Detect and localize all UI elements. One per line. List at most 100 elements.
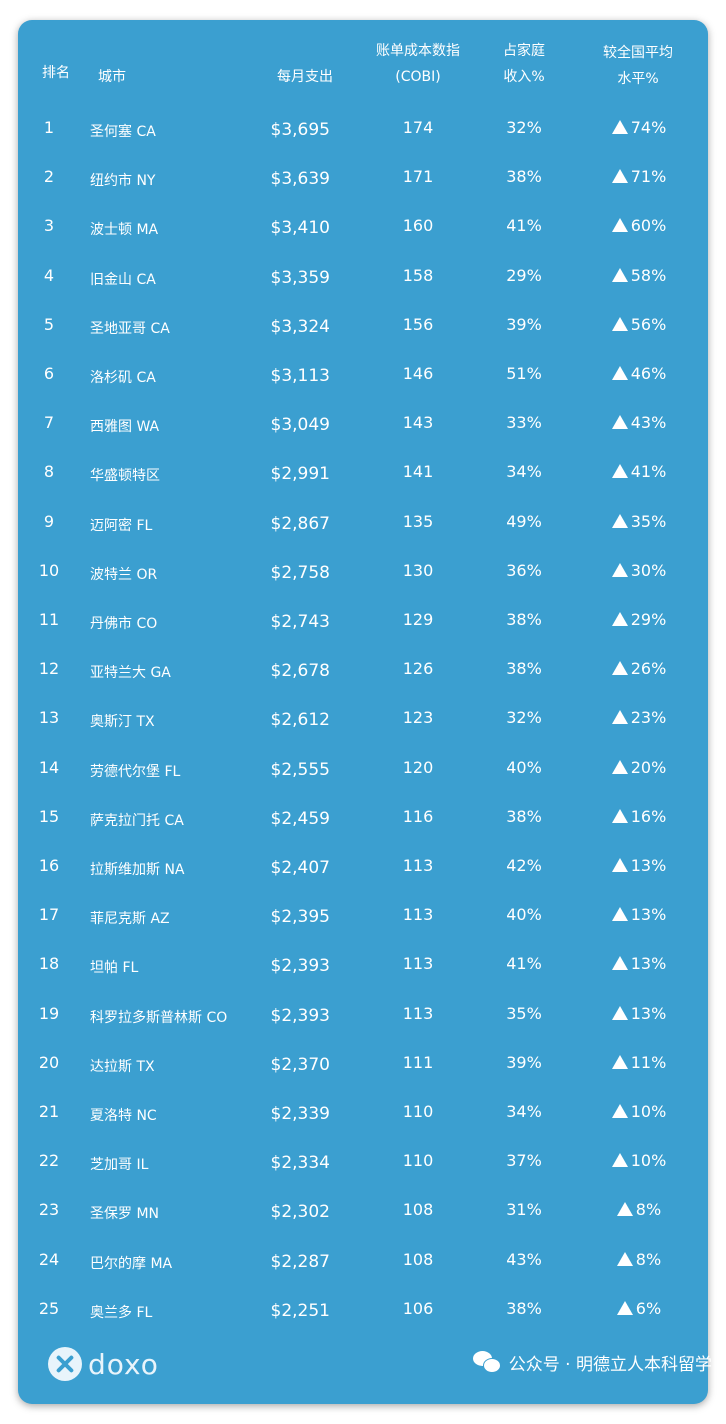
rank-cell: 8 [43, 462, 55, 481]
income-share-cell: 49% [506, 512, 542, 531]
up-triangle-icon [611, 514, 628, 528]
table-row: 7 西雅图 WA $3,049 143 33% 43% [18, 405, 708, 441]
rank-cell: 5 [43, 315, 55, 334]
vs-national-cell: 13% [582, 996, 696, 1032]
doxo-logo-icon [48, 1347, 82, 1381]
city-cell: 丹佛市 CO [90, 616, 158, 632]
table-row: 8 华盛顿特区 $2,991 141 34% 41% [18, 454, 708, 490]
rank-cell: 13 [38, 708, 60, 727]
vs-national-value: 13% [630, 856, 667, 875]
vs-national-value: 29% [630, 610, 667, 629]
table-row: 10 波特兰 OR $2,758 130 36% 30% [18, 553, 708, 589]
monthly-spend-cell: $2,991 [270, 464, 330, 484]
rank-cell: 12 [38, 659, 60, 678]
income-share-cell: 42% [506, 856, 542, 875]
cobi-cell: 129 [402, 610, 434, 629]
income-share-cell: 35% [506, 1004, 542, 1023]
vs-national-value: 41% [630, 462, 667, 481]
city-cell: 洛杉矶 CA [90, 370, 156, 386]
up-triangle-icon [611, 268, 628, 282]
vs-national-value: 56% [630, 315, 667, 334]
up-triangle-icon [616, 1252, 633, 1266]
cobi-cell: 120 [402, 758, 434, 777]
cobi-cell: 108 [402, 1250, 434, 1269]
income-share-cell: 38% [506, 1299, 542, 1318]
income-share-cell: 29% [506, 266, 542, 285]
income-share-cell: 38% [506, 610, 542, 629]
monthly-spend-cell: $3,049 [270, 415, 330, 435]
city-cell: 巴尔的摩 MA [90, 1256, 173, 1272]
rank-cell: 19 [38, 1004, 60, 1023]
city-cell: 夏洛特 NC [90, 1108, 157, 1124]
monthly-spend-cell: $2,393 [270, 956, 330, 976]
cobi-cell: 156 [402, 315, 434, 334]
city-cell: 拉斯维加斯 NA [90, 862, 185, 878]
monthly-spend-cell: $2,302 [270, 1202, 330, 1222]
income-share-cell: 34% [506, 462, 542, 481]
cobi-cell: 171 [402, 167, 434, 186]
header-city: 城市 [98, 69, 126, 85]
cost-of-bills-table: 排名 城市 每月支出 账单成本数指 (COBI) 占家庭 收入% 较全国平均 水… [18, 20, 708, 1404]
city-cell: 圣保罗 MN [90, 1206, 160, 1222]
vs-national-value: 6% [635, 1299, 662, 1318]
vs-national-value: 35% [630, 512, 667, 531]
up-triangle-icon [611, 809, 628, 823]
vs-national-cell: 29% [582, 602, 696, 638]
city-cell: 波特兰 OR [90, 567, 158, 583]
vs-national-cell: 20% [582, 750, 696, 786]
table-row: 13 奥斯汀 TX $2,612 123 32% 23% [18, 700, 708, 736]
watermark: 公众号 · 明德立人本科留学 [472, 1346, 712, 1378]
table-row: 11 丹佛市 CO $2,743 129 38% 29% [18, 602, 708, 638]
header-cobi-line1: 账单成本数指 [376, 43, 460, 59]
income-share-cell: 37% [506, 1151, 542, 1170]
table-row: 18 坦帕 FL $2,393 113 41% 13% [18, 946, 708, 982]
monthly-spend-cell: $3,359 [270, 268, 330, 288]
vs-national-value: 23% [630, 708, 667, 727]
cobi-cell: 116 [402, 807, 434, 826]
vs-national-cell: 26% [582, 651, 696, 687]
vs-national-value: 71% [630, 167, 667, 186]
rank-cell: 3 [43, 216, 55, 235]
header-income-share-line2: 收入% [503, 69, 545, 85]
up-triangle-icon [611, 612, 628, 626]
table-row: 5 圣地亚哥 CA $3,324 156 39% 56% [18, 307, 708, 343]
city-cell: 西雅图 WA [90, 419, 160, 435]
monthly-spend-cell: $2,867 [270, 514, 330, 534]
vs-national-value: 13% [630, 1004, 667, 1023]
table-row: 6 洛杉矶 CA $3,113 146 51% 46% [18, 356, 708, 392]
cobi-cell: 174 [402, 118, 434, 137]
rank-cell: 1 [43, 118, 55, 137]
vs-national-cell: 8% [582, 1192, 696, 1228]
cobi-cell: 113 [402, 954, 434, 973]
monthly-spend-cell: $2,393 [270, 1006, 330, 1026]
up-triangle-icon [611, 858, 628, 872]
up-triangle-icon [611, 218, 628, 232]
cobi-cell: 130 [402, 561, 434, 580]
vs-national-cell: 56% [582, 307, 696, 343]
rank-cell: 24 [38, 1250, 60, 1269]
table-row: 1 圣何塞 CA $3,695 174 32% 74% [18, 110, 708, 146]
rank-cell: 20 [38, 1053, 60, 1072]
vs-national-value: 13% [630, 905, 667, 924]
table-row: 3 波士顿 MA $3,410 160 41% 60% [18, 208, 708, 244]
rank-cell: 4 [43, 266, 55, 285]
vs-national-cell: 13% [582, 897, 696, 933]
vs-national-value: 11% [630, 1053, 667, 1072]
city-cell: 达拉斯 TX [90, 1059, 155, 1075]
table-row: 2 纽约市 NY $3,639 171 38% 71% [18, 159, 708, 195]
city-cell: 华盛顿特区 [90, 468, 160, 484]
header-cobi-line2: (COBI) [395, 69, 441, 85]
cobi-cell: 113 [402, 856, 434, 875]
rank-cell: 18 [38, 954, 60, 973]
doxo-logo-text: doxo [88, 1347, 159, 1381]
city-cell: 旧金山 CA [90, 272, 156, 288]
income-share-cell: 32% [506, 708, 542, 727]
vs-national-cell: 11% [582, 1045, 696, 1081]
monthly-spend-cell: $2,555 [270, 760, 330, 780]
city-cell: 迈阿密 FL [90, 518, 153, 534]
header-income-share: 占家庭 收入% [480, 38, 568, 90]
vs-national-cell: 16% [582, 799, 696, 835]
monthly-spend-cell: $3,113 [270, 366, 330, 386]
up-triangle-icon [611, 1055, 628, 1069]
up-triangle-icon [611, 120, 628, 134]
